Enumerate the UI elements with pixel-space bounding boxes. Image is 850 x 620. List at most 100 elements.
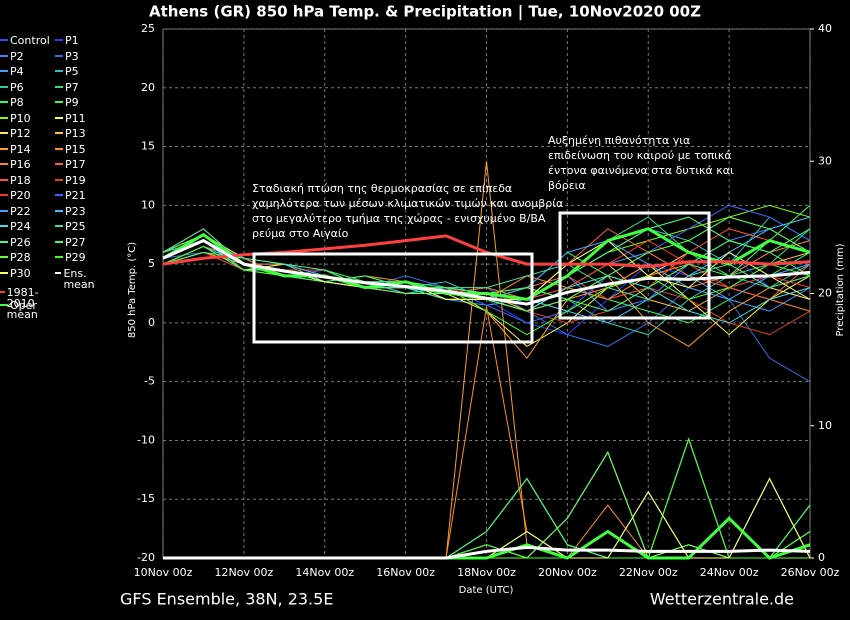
legend-label: P4: [10, 65, 24, 78]
annotation: Σταδιακή πτώση της θερμοκρασίας σε επίπε…: [252, 181, 563, 241]
legend-item: P1: [55, 35, 110, 46]
legend-label: P7: [65, 80, 79, 94]
legend-item: P11: [55, 113, 110, 124]
legend-swatch: [0, 194, 8, 196]
y2-tick-label: 30: [818, 154, 832, 167]
annotation-box: [252, 252, 534, 344]
legend-swatch: [55, 178, 63, 181]
legend-swatch: [0, 271, 8, 274]
y2-tick-label: 40: [818, 22, 832, 35]
legend-swatch: [55, 163, 63, 165]
x-axis-label: Date (UTC): [459, 585, 514, 596]
legend-item: P18: [0, 175, 55, 186]
legend-item: P20: [0, 190, 55, 201]
legend-swatch: [0, 54, 8, 57]
legend-swatch: [0, 240, 8, 243]
legend-label: Control: [10, 34, 50, 47]
annotation-line: επιδείνωση του καιρού με τοπικά: [548, 149, 732, 162]
legend-swatch: [55, 70, 63, 72]
legend-label: P19: [65, 173, 86, 187]
legend-swatch: [55, 147, 63, 150]
legend-item: P6: [0, 82, 55, 93]
y-tick-label: 20: [141, 81, 155, 94]
legend-swatch: [0, 39, 8, 41]
legend-label: P8: [10, 96, 24, 109]
x-tick-label: 16Nov 00z: [376, 566, 435, 579]
legend-swatch: [0, 256, 8, 258]
y2-tick-label: 20: [818, 287, 832, 300]
chart-title: Athens (GR) 850 hPa Temp. & Precipitatio…: [149, 3, 701, 22]
legend-swatch: [55, 85, 63, 88]
legend-label: P5: [65, 65, 79, 78]
x-tick-label: 22Nov 00z: [619, 566, 678, 579]
legend-swatch: [55, 132, 63, 134]
source: Wetterzentrale.de: [650, 590, 794, 609]
legend-swatch: [0, 116, 8, 119]
legend-item: P26: [0, 237, 55, 248]
legend-item: P8: [0, 97, 55, 108]
legend-swatch: [55, 101, 63, 103]
legend-label: P1: [65, 34, 79, 47]
annotation-line: στο μεγαλύτερο τμήμα της χώρας - ενισχυμ…: [252, 212, 546, 225]
legend-label: 1981-2010 mean: [6, 286, 39, 321]
legend-label: P12: [10, 127, 31, 140]
legend-label: P22: [10, 204, 31, 218]
legend-item: P2: [0, 51, 55, 62]
y-tick-label: 10: [141, 198, 155, 211]
legend-item: P7: [55, 82, 110, 93]
x-tick-label: 20Nov 00z: [538, 566, 597, 579]
legend-label: P2: [10, 49, 24, 63]
legend-label: P16: [10, 158, 31, 171]
legend-swatch: [0, 101, 8, 103]
legend-item: P12: [0, 128, 55, 139]
legend-swatch: [55, 209, 63, 212]
annotation-box: [558, 211, 711, 320]
legend-swatch: [55, 225, 63, 227]
legend-label: P17: [65, 158, 86, 171]
legend-item: P3: [55, 51, 110, 62]
legend-swatch: [0, 70, 8, 72]
legend-item: P16: [0, 159, 55, 170]
legend-item: Oper: [0, 300, 55, 311]
legend-label: P25: [65, 220, 86, 233]
annotation-line: βόρεια: [548, 179, 586, 192]
legend-item: P9: [55, 97, 110, 108]
legend-label: Oper: [10, 299, 37, 312]
legend-item: P4: [0, 66, 55, 77]
y-tick-label: 15: [141, 140, 155, 153]
annotation-line: Σταδιακή πτώση της θερμοκρασίας σε επίπε…: [252, 182, 513, 195]
annotation-line: ρεύμα στο Αιγαίο: [252, 227, 349, 240]
legend-item: P21: [55, 190, 110, 201]
legend-item: P14: [0, 144, 55, 155]
annotation: Αυξημένη πιθανότητα για επιδείνωση του κα…: [548, 133, 734, 193]
legend-item: P5: [55, 66, 110, 77]
y-tick-label: 5: [148, 257, 155, 270]
legend-label: P29: [65, 251, 86, 264]
y-axis-label: 850 hPa Temp. (°C): [127, 242, 138, 338]
legend-label: P18: [10, 173, 31, 187]
annotation-line: έντονα φαινόμενα στα δυτικά και: [548, 164, 734, 177]
y-tick-label: -10: [137, 433, 155, 446]
legend-swatch: [0, 304, 8, 306]
legend-swatch: [55, 39, 63, 41]
legend-label: P6: [10, 80, 24, 94]
legend-label: P3: [65, 49, 79, 63]
legend-item: Control: [0, 35, 55, 46]
legend-swatch: [55, 240, 63, 243]
legend-swatch: [0, 225, 8, 227]
legend-label: P28: [10, 251, 31, 264]
legend-label: P23: [65, 204, 86, 218]
legend-label: P11: [65, 111, 86, 125]
y2-axis-label: Precipitation (mm): [835, 243, 846, 336]
x-tick-label: 26Nov 00z: [781, 566, 840, 579]
y-tick-label: -15: [137, 492, 155, 505]
legend-swatch: [0, 209, 8, 212]
y-tick-label: 25: [141, 22, 155, 35]
legend-item: P22: [0, 206, 55, 217]
legend-label: P10: [10, 111, 31, 125]
legend-item: P28: [0, 252, 55, 263]
x-tick-label: 18Nov 00z: [457, 566, 516, 579]
legend-swatch: [55, 54, 63, 57]
